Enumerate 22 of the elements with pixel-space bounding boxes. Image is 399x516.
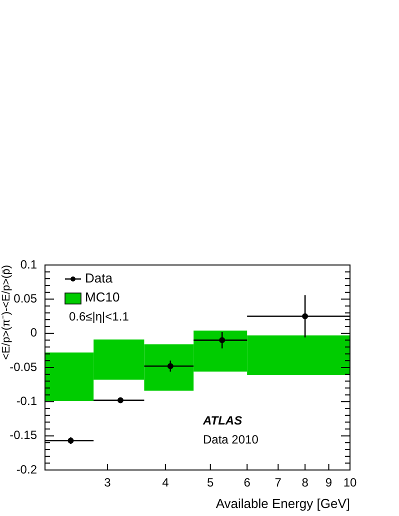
x-tick-label: 5	[207, 476, 214, 490]
y-tick-label: -0.2	[16, 462, 38, 476]
x-tick-label: 3	[104, 476, 112, 490]
x-tick-label: 7	[274, 476, 282, 490]
x-tick-label: 8	[302, 476, 309, 490]
y-tick-label: 0.05	[14, 291, 38, 306]
x-tick-label: 4	[162, 476, 170, 490]
annotation: ATLAS	[202, 413, 242, 428]
y-tick-label: 0.1	[20, 257, 38, 272]
annotation: Data 2010	[203, 432, 259, 446]
x-axis-title: Available Energy [GeV]	[216, 496, 350, 511]
y-tick-label: -0.1	[16, 394, 38, 408]
x-tick-label: 9	[325, 476, 332, 490]
y-axis-title: <E/p>(π⁻)-<E/p>(p̄)	[0, 265, 13, 360]
annotation: 0.6≤|η|<1.1	[69, 309, 130, 324]
y-tick-label: -0.05	[10, 360, 38, 374]
y-tick-label: 0	[30, 326, 38, 340]
x-tick-label: 10	[343, 476, 357, 490]
x-tick-label: 6	[244, 476, 251, 490]
y-tick-label: -0.15	[10, 428, 38, 442]
legend-label: Data	[85, 270, 114, 286]
legend-label: MC10	[85, 290, 120, 305]
